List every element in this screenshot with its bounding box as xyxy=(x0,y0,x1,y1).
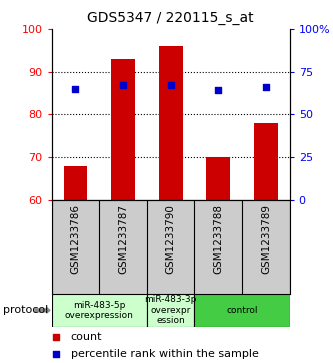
Bar xyxy=(64,166,87,200)
Text: GSM1233788: GSM1233788 xyxy=(213,204,223,274)
Text: miR-483-5p
overexpression: miR-483-5p overexpression xyxy=(65,301,134,320)
Text: miR-483-3p
overexpr
ession: miR-483-3p overexpr ession xyxy=(145,295,197,325)
Point xyxy=(263,84,268,90)
Bar xyxy=(159,46,182,200)
Point xyxy=(73,86,78,91)
Title: GDS5347 / 220115_s_at: GDS5347 / 220115_s_at xyxy=(87,11,254,25)
Point xyxy=(54,351,59,357)
Text: GSM1233790: GSM1233790 xyxy=(166,204,176,274)
Bar xyxy=(254,123,278,200)
Bar xyxy=(111,59,135,200)
Bar xyxy=(194,294,290,327)
Text: count: count xyxy=(71,332,102,342)
Text: control: control xyxy=(226,306,258,315)
Text: GSM1233787: GSM1233787 xyxy=(118,204,128,274)
Text: GSM1233786: GSM1233786 xyxy=(70,204,81,274)
Point xyxy=(121,82,126,88)
Bar xyxy=(206,157,230,200)
Bar xyxy=(52,294,147,327)
Point xyxy=(216,87,221,93)
Text: protocol: protocol xyxy=(3,305,49,315)
Text: percentile rank within the sample: percentile rank within the sample xyxy=(71,349,258,359)
Text: GSM1233789: GSM1233789 xyxy=(261,204,271,274)
Point xyxy=(54,334,59,340)
Point xyxy=(168,82,173,88)
Bar xyxy=(147,294,194,327)
